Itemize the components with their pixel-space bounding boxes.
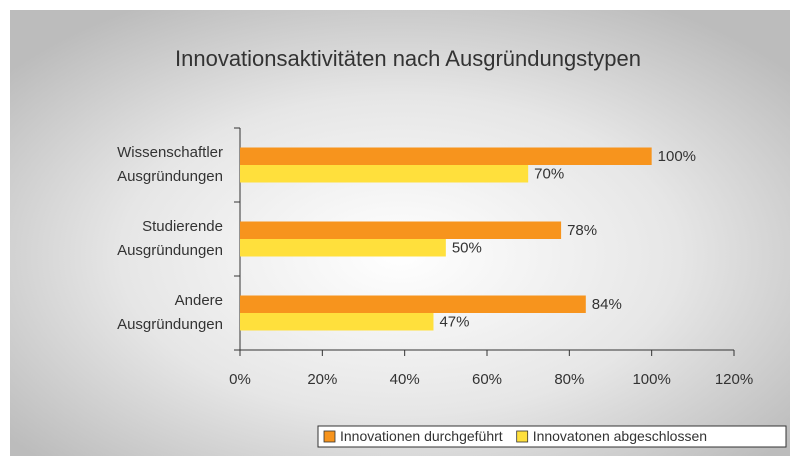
legend-label: Innovatonen abgeschlossen <box>533 428 707 444</box>
x-tick-label: 120% <box>715 371 753 388</box>
category-label: Studierende Ausgründungen <box>117 218 223 259</box>
legend-box <box>317 425 787 448</box>
value-label: 100% <box>658 148 696 165</box>
legend-swatch <box>516 430 529 443</box>
bar <box>240 295 586 313</box>
x-tick-label: 100% <box>632 371 670 388</box>
value-label: 84% <box>592 296 622 313</box>
bar <box>240 239 446 257</box>
bar <box>240 221 562 239</box>
legend-label: Innovationen durchgeführt <box>340 428 503 444</box>
bar <box>240 313 434 331</box>
category-label: Andere Ausgründungen <box>117 292 223 333</box>
x-tick-label: 20% <box>307 371 337 388</box>
value-label: 70% <box>534 166 564 183</box>
x-tick-label: 60% <box>472 371 502 388</box>
value-label: 50% <box>452 240 482 257</box>
chart-title: Innovationsaktivitäten nach Ausgründungs… <box>175 46 641 71</box>
x-tick-label: 0% <box>229 371 251 388</box>
x-tick-label: 80% <box>554 371 584 388</box>
value-label: 47% <box>439 314 469 331</box>
bar <box>240 165 529 183</box>
value-label: 78% <box>567 222 597 239</box>
x-tick-label: 40% <box>390 371 420 388</box>
bar <box>240 147 652 165</box>
legend-swatch <box>323 430 336 443</box>
category-label: Wissenschaftler Ausgründungen <box>117 144 223 185</box>
